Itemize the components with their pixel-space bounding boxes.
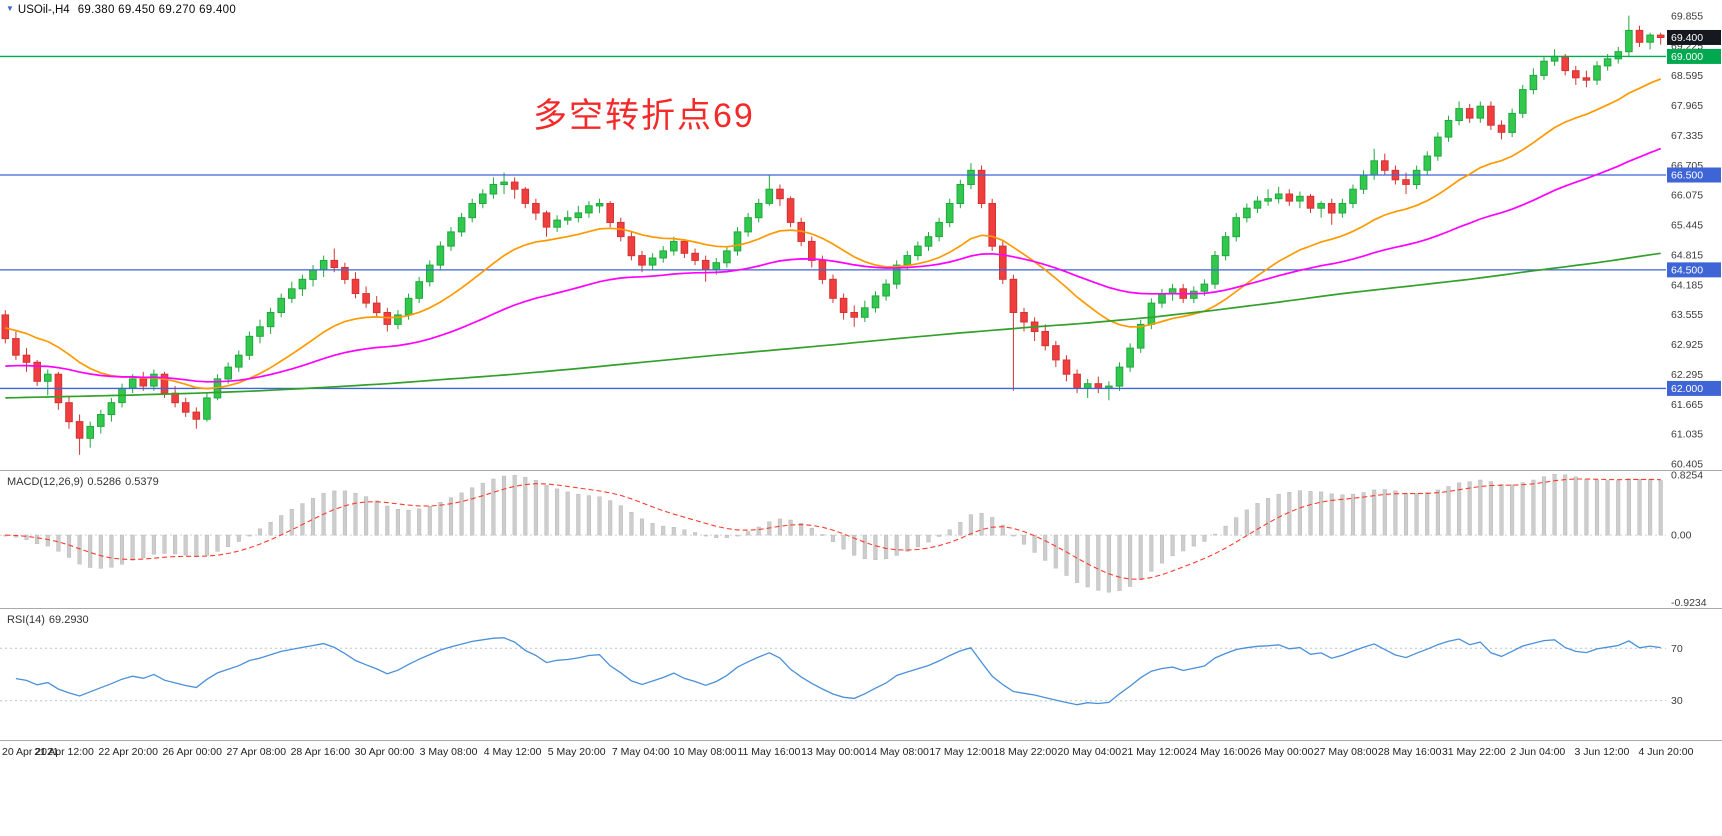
- time-axis-label: 5 May 20:00: [548, 746, 606, 758]
- macd-signal-value: 0.5379: [125, 476, 159, 488]
- macd-axis-label: 0.00: [1671, 530, 1692, 542]
- ma-line-slow: [5, 252, 1661, 399]
- macd-signal-line: [5, 478, 1661, 580]
- time-axis-label: 27 May 08:00: [1314, 746, 1378, 758]
- time-axis-label: 20 May 04:00: [1057, 746, 1121, 758]
- time-axis-label: 18 May 22:00: [993, 746, 1057, 758]
- time-axis-label: 13 May 00:00: [801, 746, 865, 758]
- rsi-line: [15, 637, 1661, 706]
- time-axis-label: 28 May 16:00: [1378, 746, 1442, 758]
- price-marker-label: 69.000: [1671, 51, 1703, 63]
- ma-line-fast: [5, 78, 1662, 390]
- macd-axis-label: -0.9234: [1671, 597, 1707, 609]
- chart-annotation-text: 多空转折点69: [533, 97, 755, 135]
- macd-axis-label: 0.8254: [1671, 469, 1703, 481]
- time-axis-label: 20 Apr 2021: [2, 746, 59, 758]
- rsi-axis-label: 70: [1671, 643, 1683, 655]
- price-marker-box: [1667, 29, 1721, 45]
- price-marker-label: 64.500: [1671, 264, 1703, 276]
- price-axis-label: 62.295: [1671, 369, 1703, 381]
- price-axis-label: 61.035: [1671, 429, 1703, 441]
- time-axis-label: 10 May 08:00: [673, 746, 737, 758]
- macd-name: MACD(12,26,9): [7, 476, 84, 488]
- time-axis-label: 14 May 08:00: [865, 746, 929, 758]
- time-axis-label: 3 Jun 12:00: [1574, 746, 1629, 758]
- price-axis[interactable]: 69.85569.22568.59567.96567.33566.70566.0…: [1667, 10, 1721, 707]
- price-axis-label: 67.335: [1671, 130, 1703, 142]
- time-axis-label: 7 May 04:00: [612, 746, 670, 758]
- time-axis-label: 30 Apr 00:00: [355, 746, 415, 758]
- time-axis-label: 27 Apr 08:00: [227, 746, 287, 758]
- price-marker-box: [1667, 262, 1721, 278]
- price-marker-box: [1667, 48, 1721, 64]
- price-marker-box: [1667, 380, 1721, 396]
- time-axis-label: 4 May 12:00: [484, 746, 542, 758]
- rsi-name: RSI(14): [7, 614, 45, 626]
- horizontal-level-lines[interactable]: [0, 55, 1666, 390]
- price-axis-label: 65.445: [1671, 220, 1703, 232]
- rsi-indicator-label: RSI(14) 69.2930: [7, 614, 93, 626]
- price-marker-label: 62.000: [1671, 383, 1703, 395]
- time-axis-label: 17 May 12:00: [929, 746, 993, 758]
- ma-line-medium: [5, 147, 1662, 383]
- price-axis-label: 63.555: [1671, 309, 1703, 321]
- symbol-dropdown-icon[interactable]: ▼: [6, 4, 14, 13]
- price-marker-box: [1667, 167, 1721, 183]
- price-axis-label: 62.925: [1671, 339, 1703, 351]
- time-axis-label: 4 Jun 20:00: [1639, 746, 1694, 758]
- time-axis-label: 2 Jun 04:00: [1510, 746, 1565, 758]
- price-axis-label: 66.075: [1671, 190, 1703, 202]
- symbol-info: ▼ USOil-,H4 69.380 69.450 69.270 69.400: [6, 4, 236, 16]
- time-axis-label: 3 May 08:00: [420, 746, 478, 758]
- price-marker-label: 66.500: [1671, 170, 1703, 182]
- time-axis-label: 28 Apr 16:00: [291, 746, 351, 758]
- time-axis-label: 22 Apr 20:00: [98, 746, 158, 758]
- price-axis-label: 61.665: [1671, 399, 1703, 411]
- price-axis-label: 69.855: [1671, 10, 1703, 22]
- price-axis-label: 60.405: [1671, 459, 1703, 471]
- macd-indicator-label: MACD(12,26,9) 0.5286 0.5379: [7, 476, 163, 488]
- price-axis-label: 64.185: [1671, 279, 1703, 291]
- symbol-title: USOil-,H4: [17, 4, 70, 16]
- symbol-ohlc-values: 69.380 69.450 69.270 69.400: [77, 4, 237, 16]
- rsi-axis-label: 30: [1671, 695, 1683, 707]
- time-axis-label: 21 Apr 12:00: [34, 746, 94, 758]
- time-axis-label: 21 May 12:00: [1122, 746, 1186, 758]
- time-axis-label: 24 May 16:00: [1186, 746, 1250, 758]
- time-axis-label: 11 May 16:00: [737, 746, 800, 758]
- macd-histogram: [3, 474, 1663, 593]
- price-marker-label: 69.400: [1671, 32, 1703, 44]
- price-axis-label: 67.965: [1671, 100, 1703, 112]
- price-axis-label: 68.595: [1671, 70, 1703, 82]
- macd-main-value: 0.5286: [87, 476, 122, 488]
- time-axis-label: 26 May 00:00: [1250, 746, 1314, 758]
- rsi-value: 69.2930: [48, 614, 89, 626]
- price-axis-label: 64.815: [1671, 249, 1703, 261]
- time-axis-label: 31 May 22:00: [1442, 746, 1506, 758]
- time-axis-label: 26 Apr 00:00: [162, 746, 222, 758]
